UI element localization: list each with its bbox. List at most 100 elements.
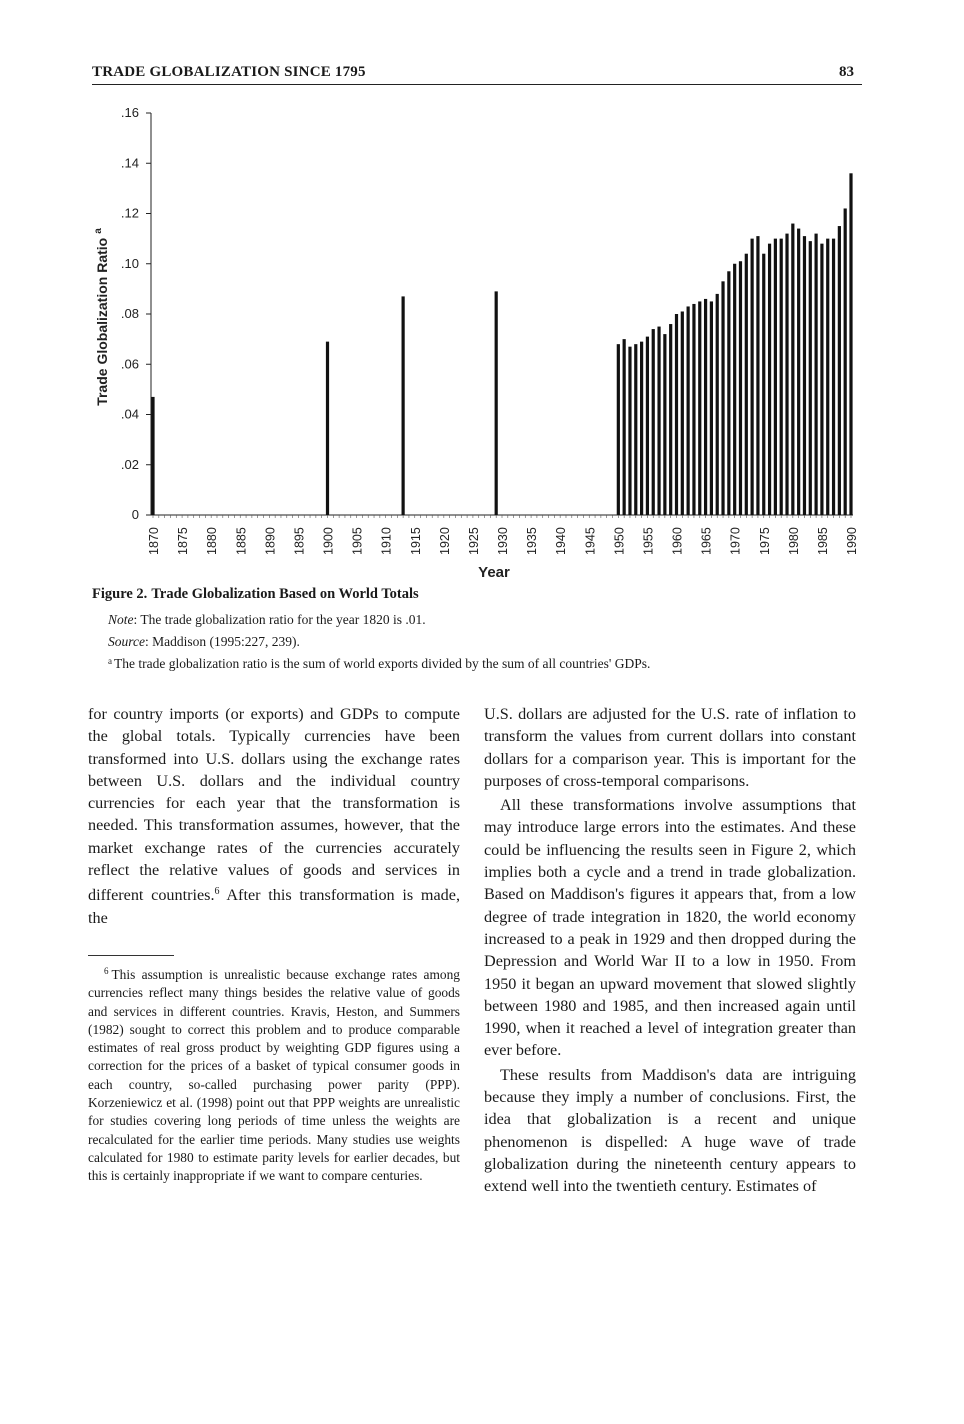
running-head: TRADE GLOBALIZATION SINCE 1795 83 [92,62,862,85]
bar [733,263,737,515]
y-tick-label: .16 [121,105,139,120]
bar [814,233,818,515]
x-tick-label: 1915 [409,527,423,555]
x-tick-label: 1880 [205,527,219,555]
body-paragraph: All these transformations involve assump… [484,796,856,1060]
bar [622,339,626,515]
footnote-divider [88,955,174,956]
x-axis: 1870 1875 1880 1885 1890 1895 1900 1905 1910 1915… [147,514,859,555]
bar [616,344,620,515]
bar [744,253,748,515]
bar [692,303,696,515]
figure-caption: Figure 2. Trade Globalization Based on Wo… [92,586,872,603]
y-tick-label: .12 [121,206,139,221]
x-tick-label: 1885 [234,527,248,555]
x-tick-label: 1970 [729,527,743,555]
bar [401,296,405,515]
footnote-text: This assumption is unrealistic because e… [88,967,460,1184]
figure-source-text: : Maddison (1995:227, 239). [145,634,300,649]
body-paragraph: U.S. dollars are adjusted for the U.S. r… [484,705,856,790]
x-tick-label: 1990 [845,527,859,555]
figure-label: Figure 2. [92,586,148,602]
bar-series [151,173,853,516]
bar [645,336,650,515]
bar [669,324,673,515]
x-tick-label: 1985 [816,527,830,555]
bar [715,293,719,515]
x-tick-label: 1945 [583,527,597,555]
bar [651,329,655,515]
bar [802,236,807,516]
figure-source: Source: Maddison (1995:227, 239). [108,634,878,650]
body-paragraph: These results from Maddison's data are i… [484,1065,856,1196]
y-tick-label: .14 [121,155,139,170]
bar [767,243,772,515]
bar [837,226,841,515]
page-number: 83 [839,64,854,80]
y-tick-label: 0 [132,507,139,522]
x-tick-label: 1910 [380,527,394,555]
y-tick-label: .06 [121,356,139,371]
bar [680,311,684,515]
bar [826,238,830,515]
x-tick-label: 1965 [700,527,714,555]
bar [686,306,690,515]
y-tick-label: .04 [121,407,139,422]
body-text: for country imports (or exports) and GDP… [88,705,460,905]
bar [820,243,824,515]
body-text-tail: After this transformation is made, the [88,886,460,927]
x-tick-label: 1975 [758,527,772,555]
x-tick-label: 1935 [525,527,539,555]
bar [721,281,725,515]
bar [762,253,766,515]
bar [628,346,632,515]
figure-footnote: a The trade globalization ratio is the su… [108,656,878,672]
x-tick-label: 1870 [147,527,161,555]
bar [785,233,789,515]
body-right-column: U.S. dollars are adjusted for the U.S. r… [484,703,856,1198]
bar [663,334,667,515]
running-head-title: TRADE GLOBALIZATION SINCE 1795 [92,64,366,80]
figure-note-text: : The trade globalization ratio for the … [133,612,426,627]
x-tick-label: 1920 [438,527,452,555]
bar [779,238,783,515]
footnote: 6 This assumption is unrealistic because … [88,962,460,1186]
bar [791,223,795,516]
bar [325,341,330,515]
bar [849,173,853,516]
figure-footnote-text: The trade globalization ratio is the sum… [114,656,651,671]
y-axis: .16 .14 .12 .10 .08 .06 .04 .02 0 [121,105,152,522]
x-tick-label: 1925 [467,527,481,555]
bar [151,396,155,515]
bar [738,261,743,515]
bar [634,344,638,515]
bar [843,208,847,515]
bar [703,298,708,515]
x-tick-label: 1980 [787,527,801,555]
x-axis-label: Year [478,564,510,581]
y-axis-label: Trade Globalization Ratioa [93,228,110,406]
figure-source-label: Source [108,634,145,649]
footnote-reference[interactable]: 6 [214,886,220,898]
figure-title: Trade Globalization Based on World Total… [151,586,419,602]
bar [808,241,812,515]
trade-globalization-chart: .16.14.12.10.08.06.04.020 1870 1875 1880 18… [93,105,859,581]
bar [640,341,644,515]
figure-note: Note: The trade globalization ratio for … [108,612,878,628]
body-left-column: for country imports (or exports) and GDP… [88,703,460,929]
x-tick-label: 1900 [322,527,336,555]
y-tick-label: .10 [121,256,139,271]
x-tick-label: 1875 [176,527,190,555]
x-tick-label: 1905 [351,527,365,555]
bar [797,228,801,515]
y-tick-label: .08 [121,306,139,321]
body-paragraph: for country imports (or exports) and GDP… [88,703,460,929]
bar [698,301,702,515]
bar [494,291,498,515]
figure-note-label: Note [108,612,134,627]
bar [831,238,836,515]
x-tick-label: 1960 [671,527,685,555]
bar [756,236,760,516]
bar [657,326,661,515]
figure-footnote-marker: a [108,656,112,666]
